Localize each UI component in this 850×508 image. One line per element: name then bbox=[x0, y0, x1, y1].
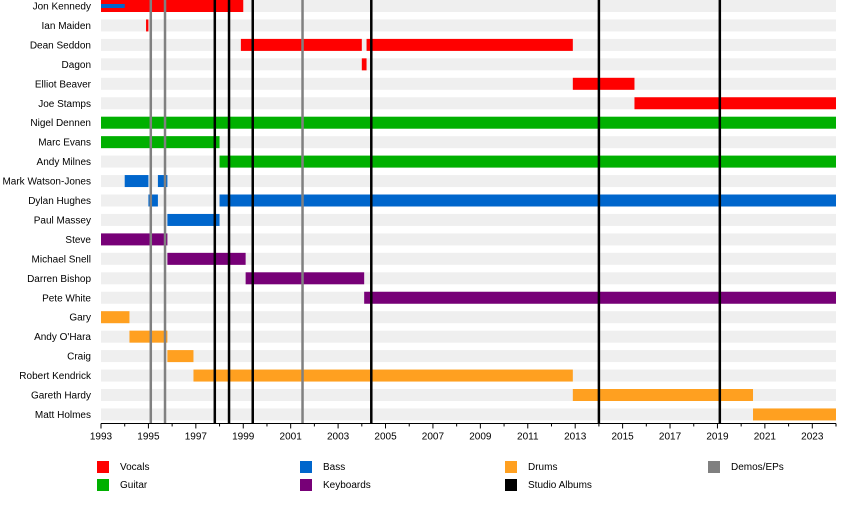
member-label-mark-watson-jones: Mark Watson-Jones bbox=[2, 177, 91, 188]
member-bars bbox=[101, 0, 836, 421]
row-stripes bbox=[101, 0, 836, 421]
row-stripe-gary bbox=[101, 311, 836, 324]
bar-darren-bishop-keyboards bbox=[245, 272, 365, 285]
bar-steve-keyboards bbox=[101, 233, 168, 246]
row-stripe-elliot-beaver bbox=[101, 77, 836, 90]
row-stripe-darren-bishop bbox=[101, 272, 836, 285]
x-tick-label-2021: 2021 bbox=[754, 431, 777, 442]
bar-paul-massey-bass bbox=[167, 213, 220, 226]
bar-ian-maiden-vocals bbox=[146, 19, 149, 32]
bar-dylan-hughes-bass bbox=[219, 194, 836, 207]
bar-jon-kennedy-bass bbox=[101, 4, 125, 8]
member-label-paul-massey: Paul Massey bbox=[34, 215, 91, 226]
member-label-pete-white: Pete White bbox=[42, 293, 91, 304]
bar-nigel-dennen-guitar bbox=[101, 116, 836, 129]
member-label-craig: Craig bbox=[67, 352, 91, 363]
member-label-steve: Steve bbox=[65, 235, 91, 246]
row-stripe-dagon bbox=[101, 58, 836, 71]
row-stripe-steve bbox=[101, 233, 836, 246]
member-label-elliot-beaver: Elliot Beaver bbox=[35, 79, 92, 90]
member-label-gary: Gary bbox=[69, 313, 91, 324]
bar-jon-kennedy-vocals bbox=[101, 0, 244, 12]
member-label-dean-seddon: Dean Seddon bbox=[30, 40, 91, 51]
x-tick-label-1997: 1997 bbox=[185, 431, 208, 442]
bar-joe-stamps-vocals bbox=[634, 97, 836, 110]
bar-andy-milnes-guitar bbox=[219, 155, 836, 168]
x-tick-label-1995: 1995 bbox=[137, 431, 160, 442]
bar-gareth-hardy-drums bbox=[572, 389, 754, 401]
member-label-darren-bishop: Darren Bishop bbox=[27, 274, 91, 285]
bar-gary-drums bbox=[101, 311, 130, 324]
x-tick-label-2017: 2017 bbox=[659, 431, 682, 442]
x-tick-label-2011: 2011 bbox=[517, 431, 539, 442]
member-label-matt-holmes: Matt Holmes bbox=[35, 410, 91, 421]
bar-robert-kendrick-drums bbox=[193, 369, 573, 382]
bar-mark-watson-jones-bass bbox=[157, 175, 168, 188]
bar-dagon-vocals bbox=[361, 58, 367, 71]
member-label-michael-snell: Michael Snell bbox=[32, 254, 91, 265]
x-tick-label-2015: 2015 bbox=[611, 431, 634, 442]
row-stripe-craig bbox=[101, 350, 836, 363]
x-tick-label-1993: 1993 bbox=[90, 431, 113, 442]
member-label-robert-kendrick: Robert Kendrick bbox=[19, 371, 92, 382]
bar-elliot-beaver-vocals bbox=[572, 77, 635, 90]
member-label-dagon: Dagon bbox=[62, 60, 91, 71]
member-label-gareth-hardy: Gareth Hardy bbox=[31, 391, 91, 402]
bar-craig-drums bbox=[167, 350, 194, 363]
row-stripe-jon-kennedy bbox=[101, 0, 836, 12]
member-label-andy-milnes: Andy Milnes bbox=[37, 157, 91, 168]
x-tick-label-2003: 2003 bbox=[327, 431, 350, 442]
x-tick-label-2007: 2007 bbox=[422, 431, 445, 442]
row-stripe-andy-o-hara bbox=[101, 330, 836, 343]
row-stripe-michael-snell bbox=[101, 252, 836, 265]
member-label-marc-evans: Marc Evans bbox=[38, 138, 91, 149]
member-label-joe-stamps: Joe Stamps bbox=[38, 99, 91, 110]
x-tick-label-2019: 2019 bbox=[706, 431, 729, 442]
member-label-ian-maiden: Ian Maiden bbox=[42, 21, 91, 32]
x-tick-label-2001: 2001 bbox=[280, 431, 303, 442]
bar-dylan-hughes-bass bbox=[148, 194, 158, 207]
member-label-nigel-dennen: Nigel Dennen bbox=[30, 118, 91, 129]
x-tick-label-1999: 1999 bbox=[232, 431, 255, 442]
member-labels: Jon Kennedy Ian Maiden Dean Seddon Dagon Ell… bbox=[2, 2, 92, 421]
member-label-dylan-hughes: Dylan Hughes bbox=[28, 196, 91, 207]
row-stripe-matt-holmes bbox=[101, 408, 836, 421]
bar-michael-snell-keyboards bbox=[167, 252, 246, 265]
bar-dean-seddon-vocals bbox=[366, 38, 573, 51]
bar-mark-watson-jones-bass bbox=[124, 175, 149, 188]
x-tick-label-2009: 2009 bbox=[469, 431, 492, 442]
release-lines bbox=[149, 0, 722, 424]
bar-matt-holmes-drums bbox=[753, 408, 836, 421]
member-label-jon-kennedy: Jon Kennedy bbox=[33, 2, 91, 13]
x-axis: 1993 1995 1997 1999 2001 2003 2005 2007 2009 2011… bbox=[90, 422, 837, 442]
x-tick-label-2005: 2005 bbox=[374, 431, 397, 442]
member-label-andy-o-hara: Andy O'Hara bbox=[34, 332, 91, 343]
row-stripe-ian-maiden bbox=[101, 19, 836, 32]
row-stripe-marc-evans bbox=[101, 136, 836, 149]
row-stripe-paul-massey bbox=[101, 213, 836, 226]
bar-marc-evans-guitar bbox=[101, 136, 220, 149]
x-tick-label-2013: 2013 bbox=[564, 431, 587, 442]
bar-andy-o-hara-drums bbox=[129, 330, 168, 343]
row-stripe-mark-watson-jones bbox=[101, 175, 836, 188]
x-tick-label-2023: 2023 bbox=[801, 431, 824, 442]
